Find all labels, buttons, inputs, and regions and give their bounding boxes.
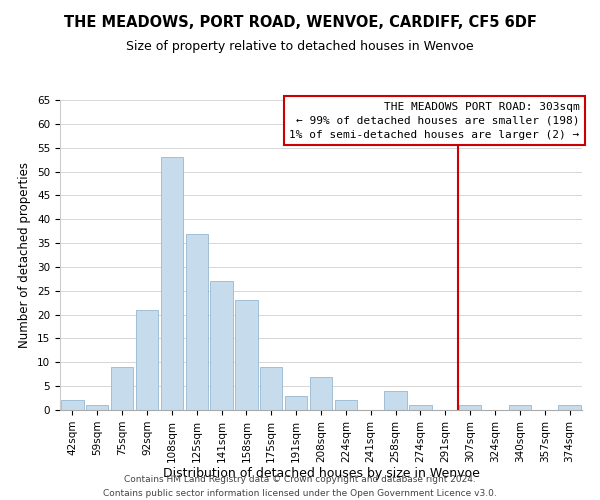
Bar (185, 234, 208, 410)
Bar (509, 405, 531, 410)
Bar (260, 367, 283, 410)
Bar (86, 405, 109, 410)
Bar (61, 400, 83, 410)
Bar (211, 281, 233, 410)
Y-axis label: Number of detached properties: Number of detached properties (19, 162, 31, 348)
Text: Contains HM Land Registry data © Crown copyright and database right 2024.
Contai: Contains HM Land Registry data © Crown c… (103, 476, 497, 498)
Bar (111, 367, 133, 410)
X-axis label: Distribution of detached houses by size in Wenvoe: Distribution of detached houses by size … (163, 468, 479, 480)
Bar (285, 396, 307, 410)
Bar (459, 405, 481, 410)
Bar (409, 405, 431, 410)
Text: THE MEADOWS PORT ROAD: 303sqm
← 99% of detached houses are smaller (198)
1% of s: THE MEADOWS PORT ROAD: 303sqm ← 99% of d… (289, 102, 580, 140)
Text: THE MEADOWS, PORT ROAD, WENVOE, CARDIFF, CF5 6DF: THE MEADOWS, PORT ROAD, WENVOE, CARDIFF,… (64, 15, 536, 30)
Bar (136, 310, 158, 410)
Bar (335, 400, 357, 410)
Bar (161, 157, 183, 410)
Bar (385, 391, 407, 410)
Text: Size of property relative to detached houses in Wenvoe: Size of property relative to detached ho… (126, 40, 474, 53)
Bar (235, 300, 257, 410)
Bar (310, 376, 332, 410)
Bar (559, 405, 581, 410)
